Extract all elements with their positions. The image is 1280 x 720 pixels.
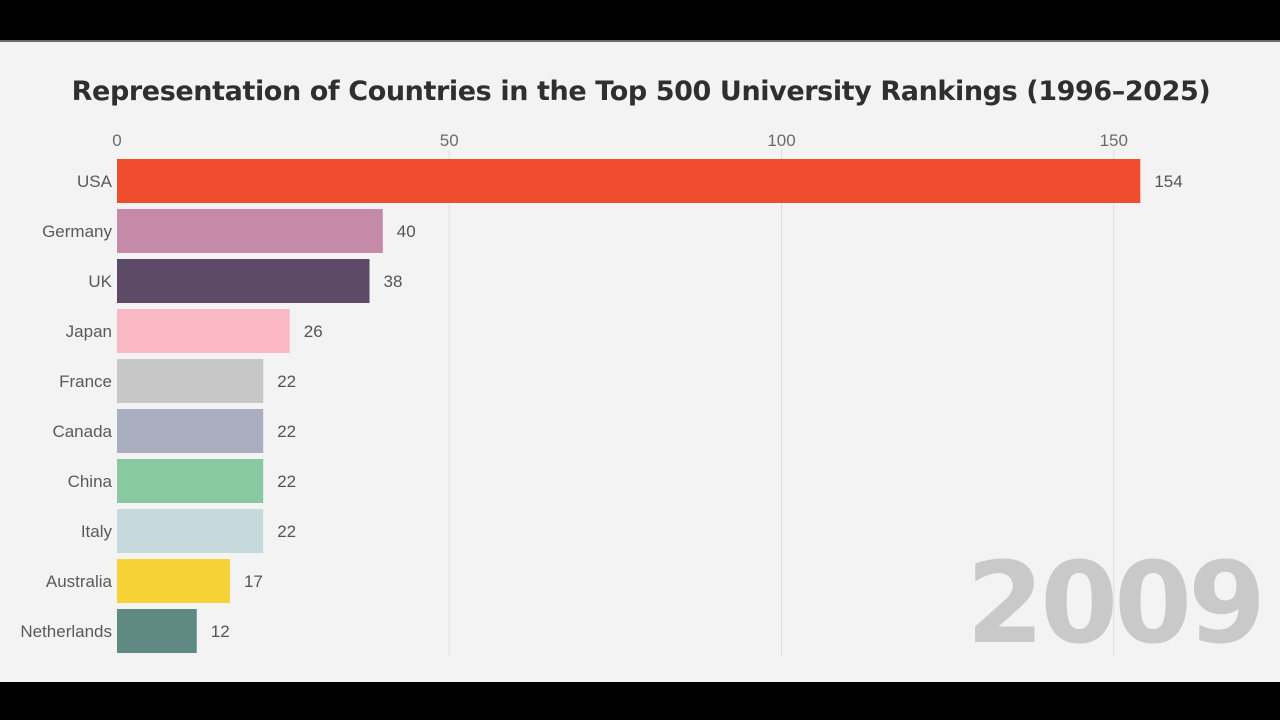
category-label-canada: Canada	[52, 422, 112, 441]
year-layer: 2009	[966, 539, 1266, 669]
value-label-japan: 26	[304, 322, 323, 341]
bar-chart: 0 50 100 150 2009 USA 154 Germany 40 UK 38 Japan 2…	[20, 131, 1266, 669]
bar-netherlands	[117, 609, 197, 653]
x-tick-label-150: 150	[1100, 131, 1128, 150]
bar-italy	[117, 509, 264, 553]
value-label-usa: 154	[1154, 172, 1182, 191]
category-label-usa: USA	[77, 172, 113, 191]
chart-panel: Representation of Countries in the Top 5…	[0, 40, 1280, 682]
category-label-uk: UK	[88, 272, 112, 291]
bar-germany	[117, 209, 383, 253]
value-label-netherlands: 12	[211, 622, 230, 641]
x-tick-label-100: 100	[767, 131, 795, 150]
bar-australia	[117, 559, 230, 603]
category-label-japan: Japan	[66, 322, 112, 341]
bar-france	[117, 359, 264, 403]
category-label-netherlands: Netherlands	[20, 622, 112, 641]
bar-china	[117, 459, 264, 503]
category-label-australia: Australia	[46, 572, 113, 591]
x-tick-label-0: 0	[112, 131, 121, 150]
value-label-uk: 38	[384, 272, 403, 291]
category-label-germany: Germany	[42, 222, 112, 241]
value-label-australia: 17	[244, 572, 263, 591]
bar-usa	[117, 159, 1141, 203]
category-label-italy: Italy	[81, 522, 113, 541]
chart-title: Representation of Countries in the Top 5…	[71, 76, 1211, 107]
bar-canada	[117, 409, 264, 453]
bar-layer: USA 154 Germany 40 UK 38 Japan 26 France 22 Canada…	[20, 159, 1183, 653]
year-label: 2009	[966, 539, 1262, 669]
bar-uk	[117, 259, 370, 303]
value-label-france: 22	[277, 372, 296, 391]
value-label-germany: 40	[397, 222, 416, 241]
x-tick-label-50: 50	[440, 131, 459, 150]
bar-japan	[117, 309, 290, 353]
value-label-italy: 22	[277, 522, 296, 541]
value-label-canada: 22	[277, 422, 296, 441]
value-label-china: 22	[277, 472, 296, 491]
category-label-china: China	[68, 472, 113, 491]
grid-layer: 0 50 100 150	[112, 131, 1128, 656]
category-label-france: France	[59, 372, 112, 391]
